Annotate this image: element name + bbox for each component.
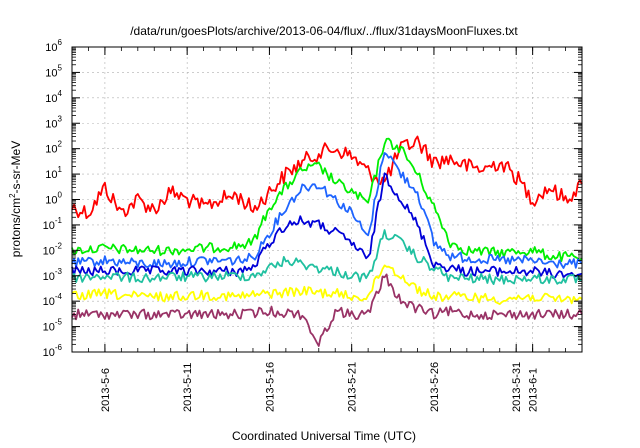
y-axis-label: protons/cm2-s-sr-MeV [8, 141, 23, 257]
ticks [72, 46, 582, 353]
y-axis-label-exponent: 2 [8, 193, 17, 198]
y-tick-label: 100 [45, 191, 62, 207]
series-line [71, 135, 583, 220]
y-tick-exponent: -1 [55, 216, 63, 225]
y-tick-exponent: 5 [58, 63, 63, 72]
y-tick-base: 10 [45, 195, 57, 207]
chart-title: /data/run/goesPlots/archive/2013-06-04/f… [130, 24, 518, 38]
y-tick-label: 10-4 [43, 292, 63, 308]
y-tick-exponent: -6 [55, 343, 63, 352]
y-tick-exponent: 6 [58, 38, 63, 47]
y-tick-base: 10 [43, 347, 55, 359]
y-tick-base: 10 [43, 296, 55, 308]
series-line [71, 137, 583, 262]
y-tick-label: 10-3 [43, 267, 63, 283]
series-layer [71, 135, 583, 347]
y-tick-label: 102 [45, 140, 62, 156]
y-tick-exponent: 1 [58, 165, 63, 174]
y-tick-base: 10 [43, 245, 55, 257]
y-tick-label: 104 [45, 89, 62, 105]
y-tick-base: 10 [43, 271, 55, 283]
y-tick-exponent: -4 [55, 292, 63, 301]
y-tick-label: 10-6 [43, 343, 63, 359]
series-line [71, 264, 583, 305]
y-tick-label: 10-2 [43, 241, 63, 257]
x-tick-label: 2013-5-31 [511, 362, 523, 412]
y-tick-exponent: -2 [55, 241, 63, 250]
grid [72, 47, 582, 352]
y-tick-label: 101 [45, 165, 62, 181]
y-tick-base: 10 [45, 93, 57, 105]
y-tick-label: 106 [45, 38, 62, 54]
y-tick-exponent: 0 [58, 191, 63, 200]
y-tick-labels: 10-610-510-410-310-210-11001011021031041… [43, 38, 63, 359]
x-axis-label: Coordinated Universal Time (UTC) [232, 429, 416, 443]
x-tick-label: 2013-5-16 [264, 362, 276, 412]
x-tick-label: 2013-5-21 [347, 362, 359, 412]
y-tick-label: 105 [45, 63, 62, 79]
y-tick-exponent: -5 [55, 318, 63, 327]
y-tick-base: 10 [45, 118, 57, 130]
x-tick-label: 2013-5-26 [429, 362, 441, 412]
x-tick-label: 2013-5-6 [100, 368, 112, 412]
y-tick-base: 10 [43, 322, 55, 334]
x-tick-label: 2013-6-1 [528, 368, 540, 412]
y-tick-base: 10 [43, 220, 55, 232]
series-line [71, 172, 583, 279]
y-tick-base: 10 [45, 42, 57, 54]
y-tick-label: 10-5 [43, 318, 63, 334]
y-tick-label: 103 [45, 114, 62, 130]
x-tick-labels: 2013-5-6 2013-5-11 2013-5-16 2013-5-21 2013-… [100, 362, 540, 412]
y-tick-base: 10 [45, 67, 57, 79]
y-tick-exponent: 3 [58, 114, 63, 123]
series-line [71, 229, 583, 285]
y-tick-exponent: -3 [55, 267, 63, 276]
series-line [71, 152, 583, 269]
y-tick-base: 10 [45, 169, 57, 181]
y-tick-exponent: 4 [58, 89, 63, 98]
series-line [71, 273, 583, 347]
y-tick-label: 10-1 [43, 216, 63, 232]
x-tick-label: 2013-5-11 [182, 363, 194, 412]
y-axis-label-unit: protons/cm [9, 198, 23, 257]
y-tick-exponent: 2 [58, 140, 63, 149]
y-tick-base: 10 [45, 144, 57, 156]
y-axis-label-rest: -s-sr-MeV [9, 141, 23, 194]
